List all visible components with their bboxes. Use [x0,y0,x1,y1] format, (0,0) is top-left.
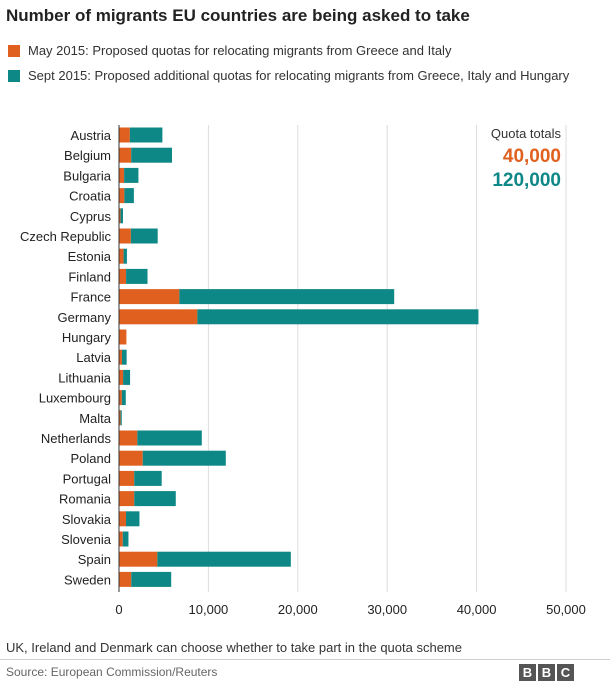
y-tick-label: Finland [68,269,111,284]
bar-may [119,551,158,567]
bar-may [119,349,122,365]
bar-sept [134,491,176,507]
bar-sept [179,289,395,305]
bar-sept [120,208,123,224]
bar-may [119,430,138,446]
quota-total-sept: 120,000 [492,170,561,191]
y-tick-label: Germany [58,310,112,325]
y-tick-label: Spain [78,552,111,567]
legend-label-may: May 2015: Proposed quotas for relocating… [28,43,452,58]
bar-may [119,450,143,466]
y-tick-label: Czech Republic [20,229,112,244]
bar-sept [121,390,126,406]
bar-may [119,228,131,244]
chart-title: Number of migrants EU countries are bein… [6,6,470,25]
bar-may [119,167,125,183]
y-tick-label: Portugal [63,471,112,486]
y-tick-label: Poland [71,451,111,466]
footer-divider [0,659,610,660]
x-tick-label: 0 [115,602,122,617]
bar-sept [157,551,291,567]
legend-item-may: May 2015: Proposed quotas for relocating… [6,42,596,59]
bar-sept [123,248,127,264]
y-tick-label: Latvia [76,350,111,365]
y-tick-label: Luxembourg [39,391,111,406]
bar-sept [197,309,479,325]
y-tick-label: Belgium [64,148,111,163]
bbc-logo-letter: C [557,664,574,681]
bar-may [119,147,132,163]
bar-may [119,188,125,204]
legend-item-sept: Sept 2015: Proposed additional quotas fo… [6,67,596,84]
y-tick-label: Cyprus [70,209,112,224]
y-tick-label: Austria [71,128,112,143]
source-note: Source: European Commission/Reuters [6,665,218,679]
x-tick-label: 30,000 [367,602,407,617]
bar-may [119,208,121,224]
bar-may [119,470,135,486]
y-tick-label: Bulgaria [63,168,111,183]
bar-sept [134,470,162,486]
bar-sept [122,531,129,547]
y-tick-label: Hungary [62,330,112,345]
bbc-logo: B B C [519,664,574,681]
bar-may [119,390,122,406]
bar-may [119,410,121,426]
bar-may [119,127,130,143]
bar-sept [142,450,226,466]
bar-may [119,571,132,587]
bbc-logo-letter: B [538,664,555,681]
y-tick-label: Romania [59,492,112,507]
y-tick-label: France [71,290,111,305]
quota-total-may: 40,000 [502,146,561,167]
y-tick-label: Sweden [64,572,111,587]
bar-may [119,309,198,325]
bar-sept [131,571,172,587]
bar-sept [124,167,139,183]
x-tick-label: 10,000 [189,602,229,617]
bar-sept [121,349,127,365]
bbc-logo-letter: B [519,664,536,681]
stacked-bar-chart: Austria Belgium Bulgaria Croatia Cyprus Czech… [20,125,586,617]
bar-may [119,329,127,345]
legend-swatch-sept [8,70,20,82]
quota-totals-title: Quota totals [490,126,561,141]
bar-sept [131,147,172,163]
y-tick-label: Slovenia [61,532,112,547]
x-tick-label: 50,000 [546,602,586,617]
y-tick-label: Netherlands [41,431,112,446]
y-tick-label: Lithuania [58,370,112,385]
bar-may [119,268,127,284]
y-tick-label: Slovakia [62,512,112,527]
bar-sept [129,127,163,143]
legend-swatch-may [8,45,20,57]
x-tick-label: 40,000 [457,602,497,617]
bar-sept [130,228,158,244]
bar-may [119,531,123,547]
bar-may [119,369,124,385]
legend-label-sept: Sept 2015: Proposed additional quotas fo… [28,68,570,83]
y-tick-label: Estonia [68,249,112,264]
footnote: UK, Ireland and Denmark can choose wheth… [6,640,462,655]
bar-sept [126,511,140,527]
bar-sept [123,369,131,385]
bar-sept [137,430,202,446]
bar-sept [120,410,122,426]
bar-sept [126,268,148,284]
bar-may [119,511,127,527]
bar-may [119,248,124,264]
bar-may [119,491,135,507]
x-tick-label: 20,000 [278,602,318,617]
bar-sept [124,188,134,204]
bar-may [119,289,180,305]
y-tick-label: Croatia [69,189,112,204]
y-tick-label: Malta [79,411,112,426]
